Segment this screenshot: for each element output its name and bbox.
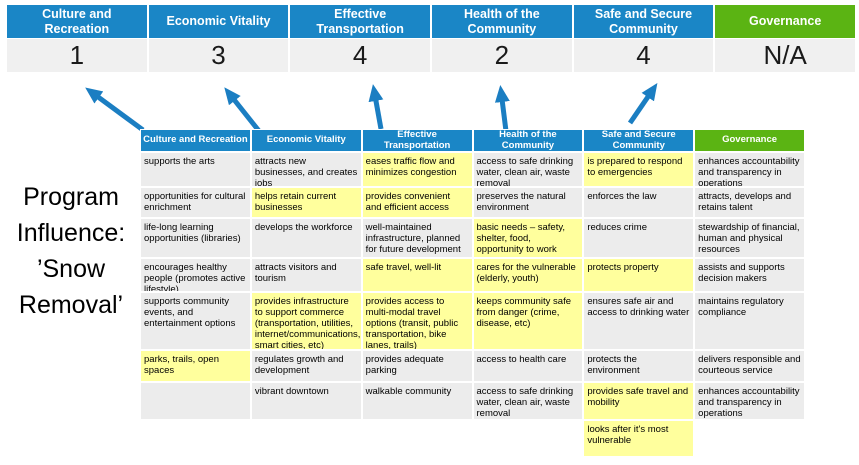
matrix-cell [250, 420, 362, 457]
matrix-header-economic: Economic Vitality [250, 129, 362, 152]
matrix-cell: well-maintained infrastructure, planned … [361, 218, 473, 258]
matrix-cell: assists and supports decision makers [694, 258, 805, 292]
summary-header-culture: Culture and Recreation [7, 5, 147, 38]
matrix-cell: provides safe travel and mobility [583, 382, 695, 420]
matrix-cell: eases traffic flow and minimizes congest… [361, 152, 473, 187]
matrix-cell: opportunities for cultural enrichment [140, 187, 251, 218]
matrix-cell: provides convenient and efficient access [361, 187, 473, 218]
matrix-cell [472, 420, 584, 457]
summary-header-safe: Safe and Secure Community [573, 5, 714, 38]
matrix-cell: reduces crime [583, 218, 695, 258]
title-line-3: ’Snow [36, 255, 106, 283]
influence-matrix: Culture and Recreation Economic Vitality… [140, 129, 805, 457]
matrix-cell: walkable community [361, 382, 473, 420]
matrix-cell: provides infrastructure to support comme… [250, 292, 362, 350]
matrix-cell: access to safe drinking water, clean air… [472, 382, 584, 420]
matrix-cell: delivers responsible and courteous servi… [694, 350, 805, 382]
arrow-transportation-icon [368, 84, 384, 130]
score-culture: 1 [7, 39, 147, 72]
summary-scores: 1 3 4 2 4 N/A [7, 39, 855, 72]
summary-header-governance: Governance [715, 5, 855, 38]
matrix-cell [140, 382, 251, 420]
score-economic: 3 [148, 39, 289, 72]
matrix-cell: is prepared to respond to emergencies [583, 152, 695, 187]
arrow-safe-icon [627, 83, 658, 125]
matrix-cell: access to health care [472, 350, 584, 382]
matrix-cell: supports community events, and entertain… [140, 292, 251, 350]
title-line-2: Influence: [16, 219, 126, 247]
matrix-header-governance: Governance [694, 129, 805, 152]
matrix-header-health: Health of the Community [472, 129, 584, 152]
matrix-cell [140, 420, 251, 457]
arrow-health-icon [494, 85, 510, 132]
matrix-cell: basic needs – safety, shelter, food, opp… [472, 218, 584, 258]
matrix-cell [361, 420, 473, 457]
matrix-cell: ensures safe air and access to drinking … [583, 292, 695, 350]
matrix-cell: keeps community safe from danger (crime,… [472, 292, 584, 350]
matrix-cell: attracts visitors and tourism [250, 258, 362, 292]
page-title: Program Influence: ’Snow Removal’ [0, 179, 142, 323]
summary-header-economic: Economic Vitality [148, 5, 289, 38]
matrix-cell: supports the arts [140, 152, 251, 187]
matrix-cell: safe travel, well-lit [361, 258, 473, 292]
score-safe: 4 [573, 39, 714, 72]
matrix-cell [694, 420, 805, 457]
title-line-4: Removal’ [18, 291, 124, 319]
score-health: 2 [432, 39, 572, 72]
arrow-culture-icon [85, 87, 145, 133]
matrix-cell: looks after it's most vulnerable [583, 420, 695, 457]
matrix-cell: helps retain current businesses [250, 187, 362, 218]
score-governance: N/A [715, 39, 855, 72]
title-line-1: Program [23, 183, 119, 211]
matrix-cell: provides adequate parking [361, 350, 473, 382]
matrix-header-safe: Safe and Secure Community [583, 129, 695, 152]
matrix-cell: access to safe drinking water, clean air… [472, 152, 584, 187]
matrix-cell: life-long learning opportunities (librar… [140, 218, 251, 258]
matrix-cell: protects property [583, 258, 695, 292]
matrix-cell: vibrant downtown [250, 382, 362, 420]
matrix-cell: regulates growth and development [250, 350, 362, 382]
matrix-cell: encourages healthy people (promotes acti… [140, 258, 251, 292]
matrix-cell: stewardship of financial, human and phys… [694, 218, 805, 258]
matrix-cell: attracts, develops and retains talent [694, 187, 805, 218]
influence-arrows [85, 83, 658, 133]
matrix-cell: attracts new businesses, and creates job… [250, 152, 362, 187]
summary-banner: Culture and Recreation Economic Vitality… [7, 5, 855, 38]
matrix-cell: enforces the law [583, 187, 695, 218]
matrix-cell: enhances accountability and transparency… [694, 152, 805, 187]
summary-header-health: Health of the Community [432, 5, 572, 38]
score-transportation: 4 [290, 39, 430, 72]
matrix-cell: develops the workforce [250, 218, 362, 258]
matrix-cell: provides access to multi-modal travel op… [361, 292, 473, 350]
matrix-header-transportation: Effective Transportation [361, 129, 473, 152]
matrix-header-culture: Culture and Recreation [140, 129, 251, 152]
summary-header-transportation: Effective Transportation [290, 5, 430, 38]
matrix-cell: protects the environment [583, 350, 695, 382]
matrix-cell: preserves the natural environment [472, 187, 584, 218]
matrix-cell: maintains regulatory compliance [694, 292, 805, 350]
arrow-economic-icon [224, 87, 261, 133]
matrix-cell: cares for the vulnerable (elderly, youth… [472, 258, 584, 292]
matrix-cell: enhances accountability and transparency… [694, 382, 805, 420]
matrix-cell: parks, trails, open spaces [140, 350, 251, 382]
